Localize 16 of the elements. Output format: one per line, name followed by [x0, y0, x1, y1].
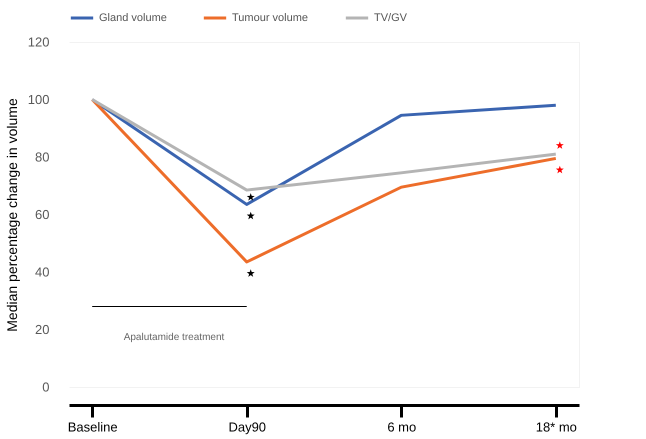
annotation: Apalutamide treatment: [124, 332, 225, 343]
y-tick-label: 120: [28, 34, 50, 50]
x-tick-label: 18* mo: [536, 420, 577, 434]
y-tick-label: 40: [35, 264, 50, 280]
legend-label: Gland volume: [99, 12, 167, 24]
y-tick-label: 60: [35, 207, 50, 222]
y-tick-label: 0: [42, 380, 50, 394]
x-tick-label: 6 mo: [387, 420, 416, 434]
y-tick-label: 100: [28, 92, 50, 107]
legend-label: TV/GV: [374, 12, 408, 24]
legend-label: Tumour volume: [232, 12, 308, 24]
y-tick-label: 20: [35, 322, 50, 337]
x-tick-label: Baseline: [68, 420, 118, 434]
x-tick-label: Day90: [228, 420, 266, 434]
y-axis-title: Median percentage change in volume: [4, 98, 20, 332]
y-tick-label: 80: [35, 150, 50, 164]
